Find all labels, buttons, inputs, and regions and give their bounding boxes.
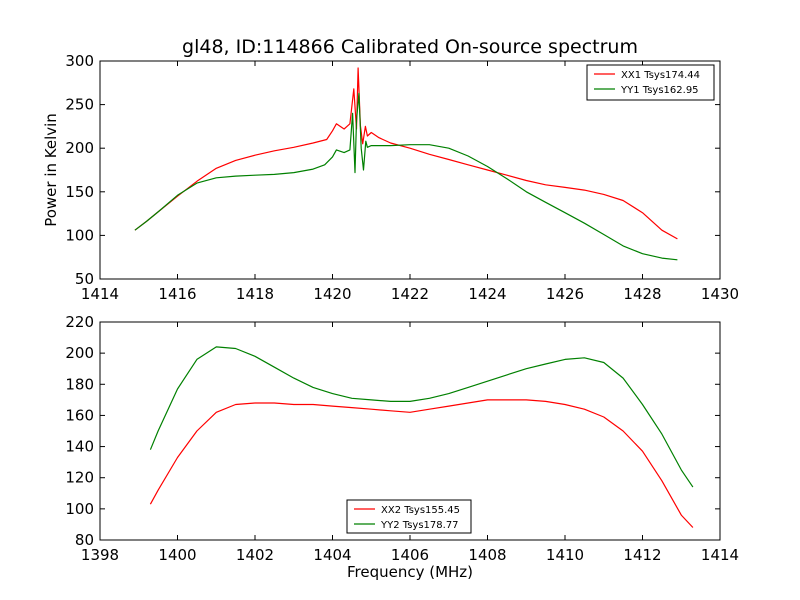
y-tick-label: 50 [75, 270, 94, 288]
x-tick-label: 1414 [701, 546, 739, 564]
y-tick-label: 200 [65, 139, 94, 157]
y-tick-label: 300 [65, 52, 94, 70]
x-tick-label: 1406 [391, 546, 429, 564]
x-tick-label: 1426 [546, 285, 584, 303]
series-line-2 [149, 346, 694, 488]
y-tick-label: 100 [65, 500, 94, 518]
y-tick-label: 100 [65, 226, 94, 244]
x-tick-label: 1430 [701, 285, 739, 303]
y-tick-label: 150 [65, 183, 94, 201]
x-tick-label: 1398 [81, 546, 119, 564]
x-tick-label: 1420 [313, 285, 351, 303]
legend-box [346, 499, 472, 534]
y-axis-label: Power in Kelvin [42, 113, 60, 227]
legend-box [586, 64, 715, 101]
y-tick-label: 80 [75, 531, 94, 549]
x-tick-label: 1400 [158, 546, 196, 564]
figure-title: gl48, ID:114866 Calibrated On-source spe… [182, 36, 638, 58]
x-tick-label: 1422 [391, 285, 429, 303]
legend: XX2 Tsys155.45 YY2 Tsys178.77 [346, 499, 472, 534]
y-tick-label: 180 [65, 375, 94, 393]
x-tick-label: 1412 [623, 546, 661, 564]
x-tick-label: 1410 [546, 546, 584, 564]
top-panel: 1414 1416 1418 1420 1422 1424 1426 1428 1430 50 10… [42, 52, 739, 303]
x-tick-label: 1418 [236, 285, 274, 303]
legend-label-1: XX2 Tsys155.45 [381, 505, 460, 516]
legend: XX1 Tsys174.44 YY1 Tsys162.95 [586, 64, 715, 101]
x-axis-label: Frequency (MHz) [347, 563, 473, 581]
x-tick-label: 1404 [313, 546, 351, 564]
series-line-1 [134, 67, 678, 240]
x-tick-label: 1416 [158, 285, 196, 303]
y-tick-label: 120 [65, 469, 94, 487]
x-tick-label: 1414 [81, 285, 119, 303]
y-tick-label: 140 [65, 438, 94, 456]
legend-label-2: YY1 Tsys162.95 [620, 85, 699, 96]
legend-label-1: XX1 Tsys174.44 [621, 70, 700, 81]
y-tick-label: 220 [65, 313, 94, 331]
x-tick-label: 1424 [468, 285, 506, 303]
x-tick-label: 1408 [468, 546, 506, 564]
bottom-panel: 1398 1400 1402 1404 1406 1408 1410 1412 1414 80 10… [65, 313, 739, 581]
y-tick-label: 200 [65, 344, 94, 362]
y-tick-label: 160 [65, 406, 94, 424]
y-tick-label: 250 [65, 96, 94, 114]
series-line-1 [149, 399, 694, 528]
x-tick-label: 1428 [623, 285, 661, 303]
series-line-2 [134, 92, 678, 261]
x-tick-label: 1402 [236, 546, 274, 564]
legend-label-2: YY2 Tsys178.77 [380, 520, 459, 531]
